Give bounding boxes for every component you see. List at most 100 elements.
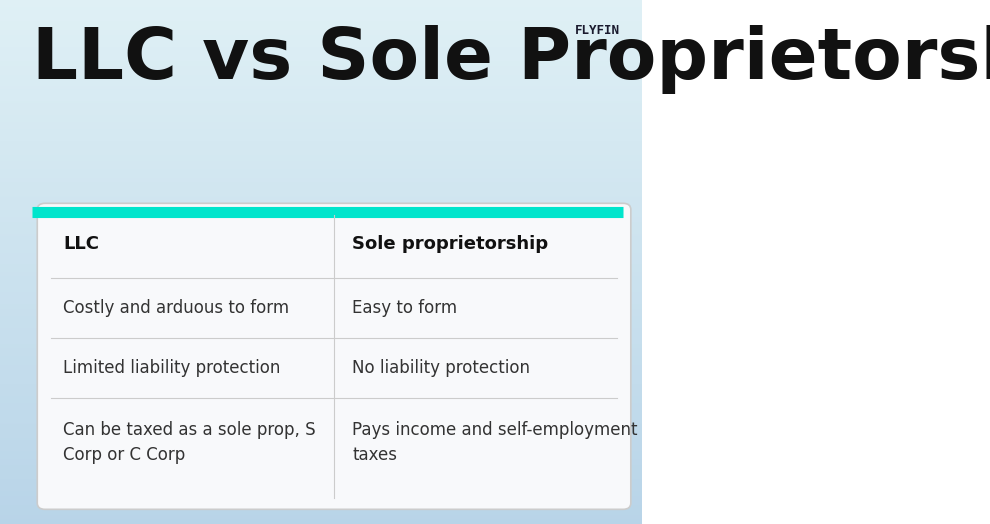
- Bar: [0, 363, 643, 365]
- Bar: [0, 77, 643, 79]
- Bar: [0, 329, 643, 330]
- Bar: [0, 245, 643, 246]
- Bar: [0, 397, 643, 398]
- Bar: [0, 133, 643, 135]
- Bar: [0, 489, 643, 491]
- Bar: [0, 330, 643, 332]
- Bar: [0, 258, 643, 260]
- Bar: [0, 229, 643, 231]
- Bar: [0, 276, 643, 278]
- Bar: [0, 457, 643, 460]
- Bar: [0, 341, 643, 342]
- Bar: [0, 391, 643, 393]
- Bar: [0, 304, 643, 305]
- Bar: [0, 157, 643, 159]
- Bar: [0, 192, 643, 194]
- Bar: [0, 439, 643, 440]
- Bar: [0, 508, 643, 510]
- Bar: [0, 248, 643, 250]
- Bar: [0, 140, 643, 141]
- Bar: [0, 213, 643, 215]
- Bar: [0, 292, 643, 293]
- Bar: [0, 449, 643, 451]
- Bar: [0, 216, 643, 219]
- Text: FLYFIN: FLYFIN: [575, 24, 620, 37]
- Bar: [0, 169, 643, 171]
- Bar: [0, 496, 643, 498]
- Bar: [0, 33, 643, 35]
- Bar: [0, 281, 643, 283]
- Bar: [0, 376, 643, 377]
- Bar: [0, 88, 643, 89]
- Bar: [0, 38, 643, 40]
- Bar: [0, 98, 643, 100]
- Bar: [0, 308, 643, 309]
- Bar: [0, 402, 643, 403]
- Bar: [0, 52, 643, 54]
- Text: Can be taxed as a sole prop, S
Corp or C Corp: Can be taxed as a sole prop, S Corp or C…: [63, 421, 316, 464]
- Bar: [0, 419, 643, 421]
- Bar: [0, 271, 643, 272]
- Bar: [0, 40, 643, 42]
- Bar: [0, 222, 643, 224]
- Bar: [0, 473, 643, 475]
- Bar: [0, 94, 643, 96]
- Bar: [0, 12, 643, 14]
- Bar: [0, 208, 643, 210]
- Bar: [0, 147, 643, 148]
- Bar: [0, 279, 643, 281]
- Bar: [0, 219, 643, 220]
- Bar: [0, 433, 643, 435]
- Bar: [0, 342, 643, 344]
- Bar: [0, 287, 643, 288]
- Bar: [0, 503, 643, 505]
- Bar: [0, 127, 643, 129]
- Text: Limited liability protection: Limited liability protection: [63, 359, 280, 377]
- Bar: [0, 493, 643, 494]
- Bar: [0, 227, 643, 229]
- Bar: [0, 353, 643, 355]
- Bar: [0, 115, 643, 117]
- Bar: [0, 121, 643, 122]
- Bar: [0, 59, 643, 61]
- Bar: [0, 63, 643, 64]
- Bar: [0, 156, 643, 157]
- Bar: [0, 101, 643, 103]
- Bar: [0, 206, 643, 208]
- Bar: [0, 224, 643, 225]
- Bar: [0, 389, 643, 391]
- Bar: [0, 68, 643, 70]
- Bar: [0, 318, 643, 320]
- Bar: [0, 220, 643, 222]
- Bar: [0, 334, 643, 335]
- Bar: [0, 210, 643, 211]
- Bar: [0, 154, 643, 156]
- Bar: [0, 463, 643, 465]
- Bar: [0, 31, 643, 33]
- Bar: [0, 232, 643, 234]
- Bar: [0, 47, 643, 49]
- Bar: [0, 368, 643, 370]
- Bar: [0, 161, 643, 162]
- Bar: [0, 326, 643, 329]
- Bar: [0, 180, 643, 182]
- Bar: [0, 16, 643, 17]
- Bar: [0, 410, 643, 412]
- Bar: [0, 64, 643, 67]
- Bar: [0, 28, 643, 30]
- Bar: [0, 477, 643, 478]
- Bar: [0, 295, 643, 297]
- Bar: [0, 80, 643, 82]
- Bar: [0, 239, 643, 241]
- Bar: [0, 162, 643, 164]
- Bar: [0, 112, 643, 114]
- Bar: [0, 143, 643, 145]
- Bar: [0, 517, 643, 519]
- Bar: [0, 383, 643, 384]
- Bar: [0, 442, 643, 444]
- Bar: [0, 388, 643, 389]
- Bar: [0, 320, 643, 321]
- Bar: [0, 424, 643, 426]
- Bar: [0, 512, 643, 514]
- Bar: [0, 5, 643, 7]
